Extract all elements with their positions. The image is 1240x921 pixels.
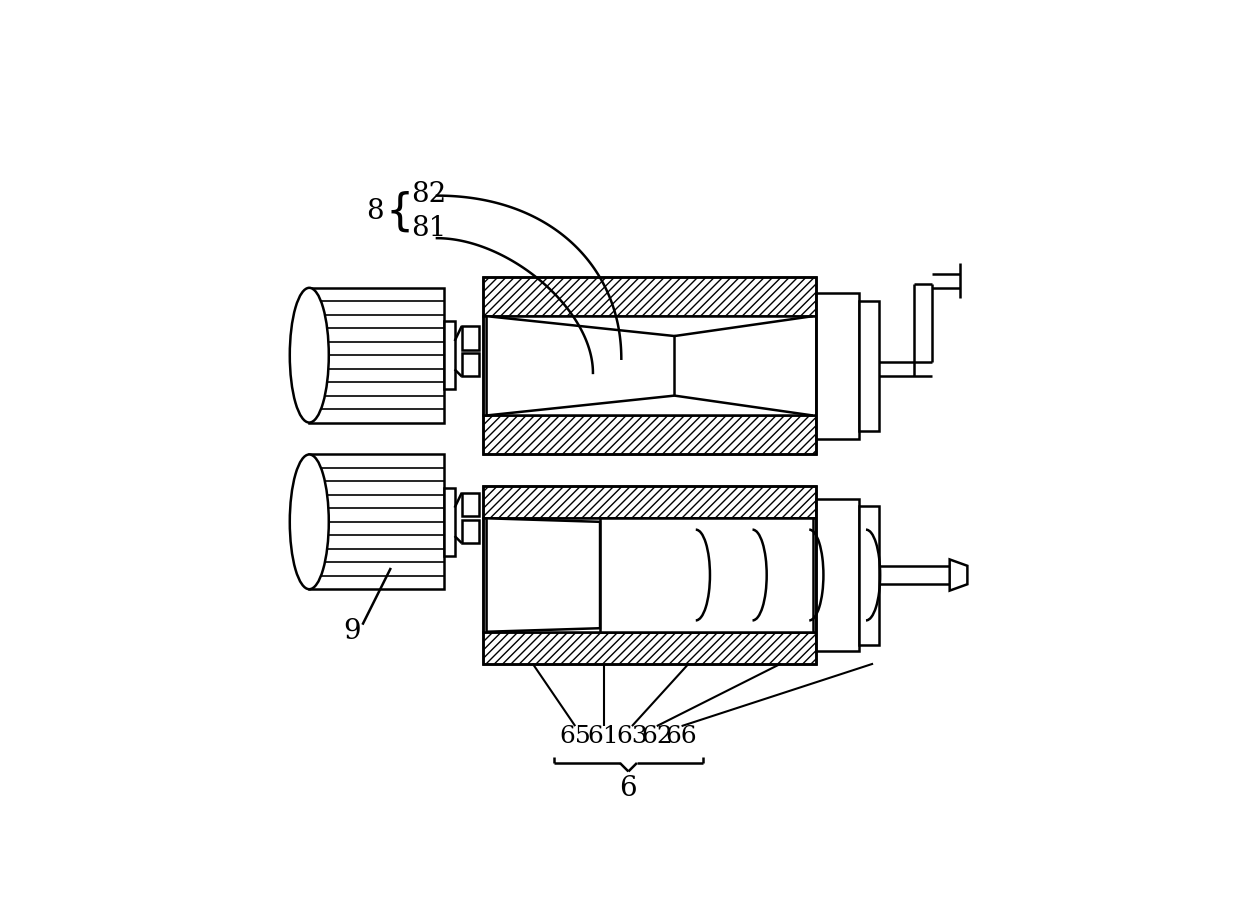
Bar xyxy=(309,454,444,589)
Text: 6: 6 xyxy=(620,775,637,802)
Text: 9: 9 xyxy=(343,618,361,646)
Text: 62: 62 xyxy=(641,725,672,748)
Bar xyxy=(484,415,816,454)
Text: 81: 81 xyxy=(410,216,446,242)
Polygon shape xyxy=(486,316,675,415)
Text: {: { xyxy=(386,191,414,233)
Text: 65: 65 xyxy=(559,725,591,748)
Bar xyxy=(484,277,816,454)
Bar xyxy=(484,316,816,415)
Bar xyxy=(444,321,455,389)
Bar xyxy=(859,506,879,645)
Bar xyxy=(484,519,816,632)
Text: 82: 82 xyxy=(410,181,446,208)
Ellipse shape xyxy=(290,454,329,589)
Bar xyxy=(461,519,480,543)
Text: 63: 63 xyxy=(616,725,647,748)
Bar xyxy=(879,565,950,584)
Bar xyxy=(816,499,859,651)
Bar xyxy=(461,326,480,349)
Bar xyxy=(484,486,816,519)
Bar xyxy=(444,488,455,555)
Text: 8: 8 xyxy=(366,198,383,226)
Bar xyxy=(816,293,859,439)
Polygon shape xyxy=(950,559,967,590)
Text: 61: 61 xyxy=(588,725,620,748)
Bar xyxy=(859,300,879,431)
Bar xyxy=(461,353,480,377)
Bar xyxy=(461,493,480,516)
Polygon shape xyxy=(486,519,600,632)
Text: 66: 66 xyxy=(666,725,697,748)
Bar xyxy=(600,519,812,632)
Bar xyxy=(484,632,816,664)
Bar xyxy=(309,288,444,423)
Bar xyxy=(484,486,816,664)
Bar xyxy=(484,277,816,316)
Ellipse shape xyxy=(290,287,329,423)
